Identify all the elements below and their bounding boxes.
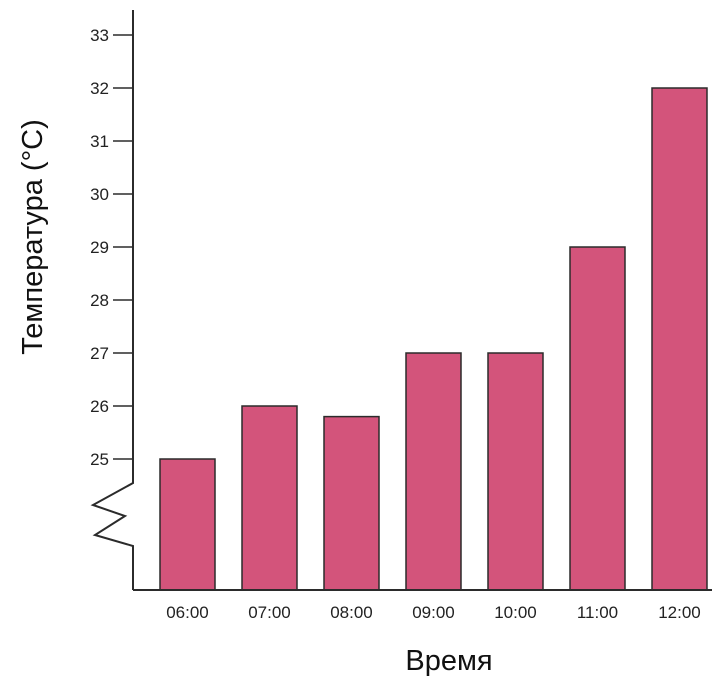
bar-11:00 bbox=[569, 246, 626, 591]
x-tick-label: 08:00 bbox=[330, 603, 373, 622]
y-tick-label: 26 bbox=[90, 397, 109, 416]
y-tick-label: 25 bbox=[90, 450, 109, 469]
y-tick-label: 30 bbox=[90, 185, 109, 204]
x-tick-label: 06:00 bbox=[166, 603, 209, 622]
x-tick-label: 12:00 bbox=[658, 603, 701, 622]
y-axis-title: Температура (°C) bbox=[17, 119, 49, 355]
bars bbox=[159, 87, 708, 591]
bar-08:00 bbox=[323, 415, 380, 591]
y-axis-line bbox=[90, 10, 134, 590]
y-tick-label: 29 bbox=[90, 238, 109, 257]
x-ticks: 06:00 07:00 08:00 09:00 10:00 11:00 12:00 bbox=[166, 603, 701, 622]
y-ticks: 25 26 27 28 29 30 31 32 33 bbox=[90, 26, 133, 469]
y-tick-label: 31 bbox=[90, 132, 109, 151]
bar-07:00 bbox=[241, 405, 298, 591]
x-tick-label: 11:00 bbox=[577, 603, 618, 622]
axes bbox=[90, 10, 712, 591]
x-tick-label: 10:00 bbox=[494, 603, 537, 622]
y-tick-label: 32 bbox=[90, 79, 109, 98]
x-tick-label: 09:00 bbox=[412, 603, 455, 622]
x-tick-label: 07:00 bbox=[248, 603, 291, 622]
y-tick-label: 27 bbox=[90, 344, 109, 363]
bar-09:00 bbox=[405, 352, 462, 591]
y-tick-label: 28 bbox=[90, 291, 109, 310]
y-tick-label: 33 bbox=[90, 26, 109, 45]
bar-10:00 bbox=[487, 352, 544, 591]
bar-06:00 bbox=[159, 458, 216, 591]
x-axis-title: Время bbox=[405, 645, 492, 677]
bar-12:00 bbox=[651, 87, 708, 591]
